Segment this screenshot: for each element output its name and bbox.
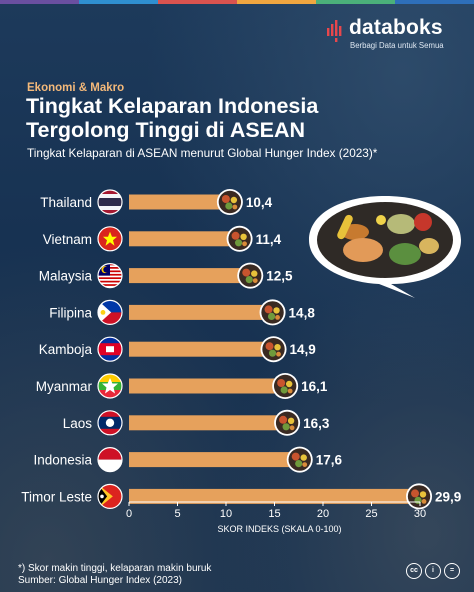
bar-thailand bbox=[129, 194, 230, 210]
cambodia-flag-icon bbox=[97, 336, 123, 362]
strip-segment bbox=[316, 0, 395, 4]
strip-segment bbox=[395, 0, 474, 4]
brand-tagline: Berbagi Data untuk Semua bbox=[350, 41, 444, 50]
value-label: 14,8 bbox=[289, 305, 316, 320]
food-bowl-icon bbox=[260, 336, 287, 363]
indonesia-flag-icon bbox=[97, 447, 123, 473]
category-label: Vietnam bbox=[43, 232, 92, 247]
food-bowl-icon bbox=[274, 409, 301, 436]
source-note: Sumber: Global Hunger Index (2023) bbox=[18, 575, 182, 586]
category-label: Ekonomi & Makro bbox=[27, 82, 125, 94]
x-tick-label: 25 bbox=[365, 508, 377, 520]
strip-segment bbox=[158, 0, 237, 4]
bar-malaysia bbox=[129, 268, 251, 284]
food-bowl-icon bbox=[272, 373, 299, 399]
cc-icon: cc bbox=[406, 563, 422, 579]
vietnam-flag-icon bbox=[97, 226, 123, 252]
timor-leste-flag-icon bbox=[97, 483, 123, 509]
databoks-logo[interactable]: databoks Berbagi Data untuk Semua bbox=[325, 14, 460, 50]
food-bowl-icon bbox=[259, 299, 286, 326]
brand-name: databoks bbox=[349, 16, 443, 39]
myanmar-flag-icon bbox=[97, 373, 123, 399]
value-label: 17,6 bbox=[316, 453, 343, 468]
page-title: Tingkat Kelaparan Indonesia Tergolong Ti… bbox=[26, 94, 426, 142]
category-label: Myanmar bbox=[36, 379, 93, 394]
philippines-flag-icon bbox=[97, 299, 123, 325]
chart-subtitle: Tingkat Kelaparan di ASEAN menurut Globa… bbox=[27, 146, 378, 160]
x-tick-label: 5 bbox=[174, 508, 180, 520]
malaysia-flag-icon bbox=[97, 263, 123, 289]
x-axis-label: SKOR INDEKS (SKALA 0-100) bbox=[217, 524, 341, 534]
food-bowl-icon bbox=[216, 189, 243, 215]
category-label: Laos bbox=[63, 416, 93, 431]
by-icon: i bbox=[425, 563, 441, 579]
strip-segment bbox=[0, 0, 79, 4]
top-color-strip bbox=[0, 0, 474, 4]
bar-timor-leste bbox=[129, 488, 420, 504]
x-tick-label: 10 bbox=[220, 508, 232, 520]
value-label: 10,4 bbox=[246, 195, 273, 210]
bar-myanmar bbox=[129, 378, 286, 394]
x-tick-label: 30 bbox=[414, 508, 426, 520]
strip-segment bbox=[79, 0, 158, 4]
category-label: Malaysia bbox=[39, 269, 93, 284]
laos-flag-icon bbox=[97, 410, 123, 436]
value-label: 11,4 bbox=[256, 232, 282, 247]
strip-segment bbox=[237, 0, 316, 4]
x-tick-label: 0 bbox=[126, 508, 132, 520]
food-bowl-icon bbox=[406, 483, 433, 510]
title-line-2: Tergolong Tinggi di ASEAN bbox=[26, 118, 306, 142]
value-label: 16,1 bbox=[301, 379, 328, 394]
bar-filipina bbox=[129, 304, 273, 320]
x-tick-label: 15 bbox=[268, 508, 280, 520]
category-label: Filipina bbox=[49, 305, 92, 320]
value-label: 16,3 bbox=[303, 416, 330, 431]
value-label: 29,9 bbox=[435, 489, 461, 504]
category-label: Kamboja bbox=[39, 342, 93, 357]
databoks-logo-icon bbox=[327, 20, 342, 42]
bar-laos bbox=[129, 415, 288, 431]
x-tick-label: 20 bbox=[317, 508, 329, 520]
category-label: Timor Leste bbox=[21, 489, 92, 504]
food-bowl-icon bbox=[237, 262, 264, 289]
value-label: 12,5 bbox=[266, 269, 293, 284]
bar-kamboja bbox=[129, 341, 274, 357]
license-icons[interactable]: cc i = bbox=[406, 563, 460, 579]
food-plate-illustration bbox=[309, 196, 461, 298]
food-bowl-icon bbox=[286, 446, 313, 473]
footnote: *) Skor makin tinggi, kelaparan makin bu… bbox=[18, 563, 212, 574]
title-line-1: Tingkat Kelaparan Indonesia bbox=[26, 94, 319, 118]
food-bowl-icon bbox=[226, 225, 253, 252]
nd-icon: = bbox=[444, 563, 460, 579]
bar-vietnam bbox=[129, 231, 240, 247]
thailand-flag-icon bbox=[97, 189, 123, 215]
category-label: Thailand bbox=[40, 195, 92, 210]
category-label: Indonesia bbox=[33, 453, 92, 468]
bar-indonesia bbox=[129, 452, 300, 468]
value-label: 14,9 bbox=[290, 342, 316, 357]
